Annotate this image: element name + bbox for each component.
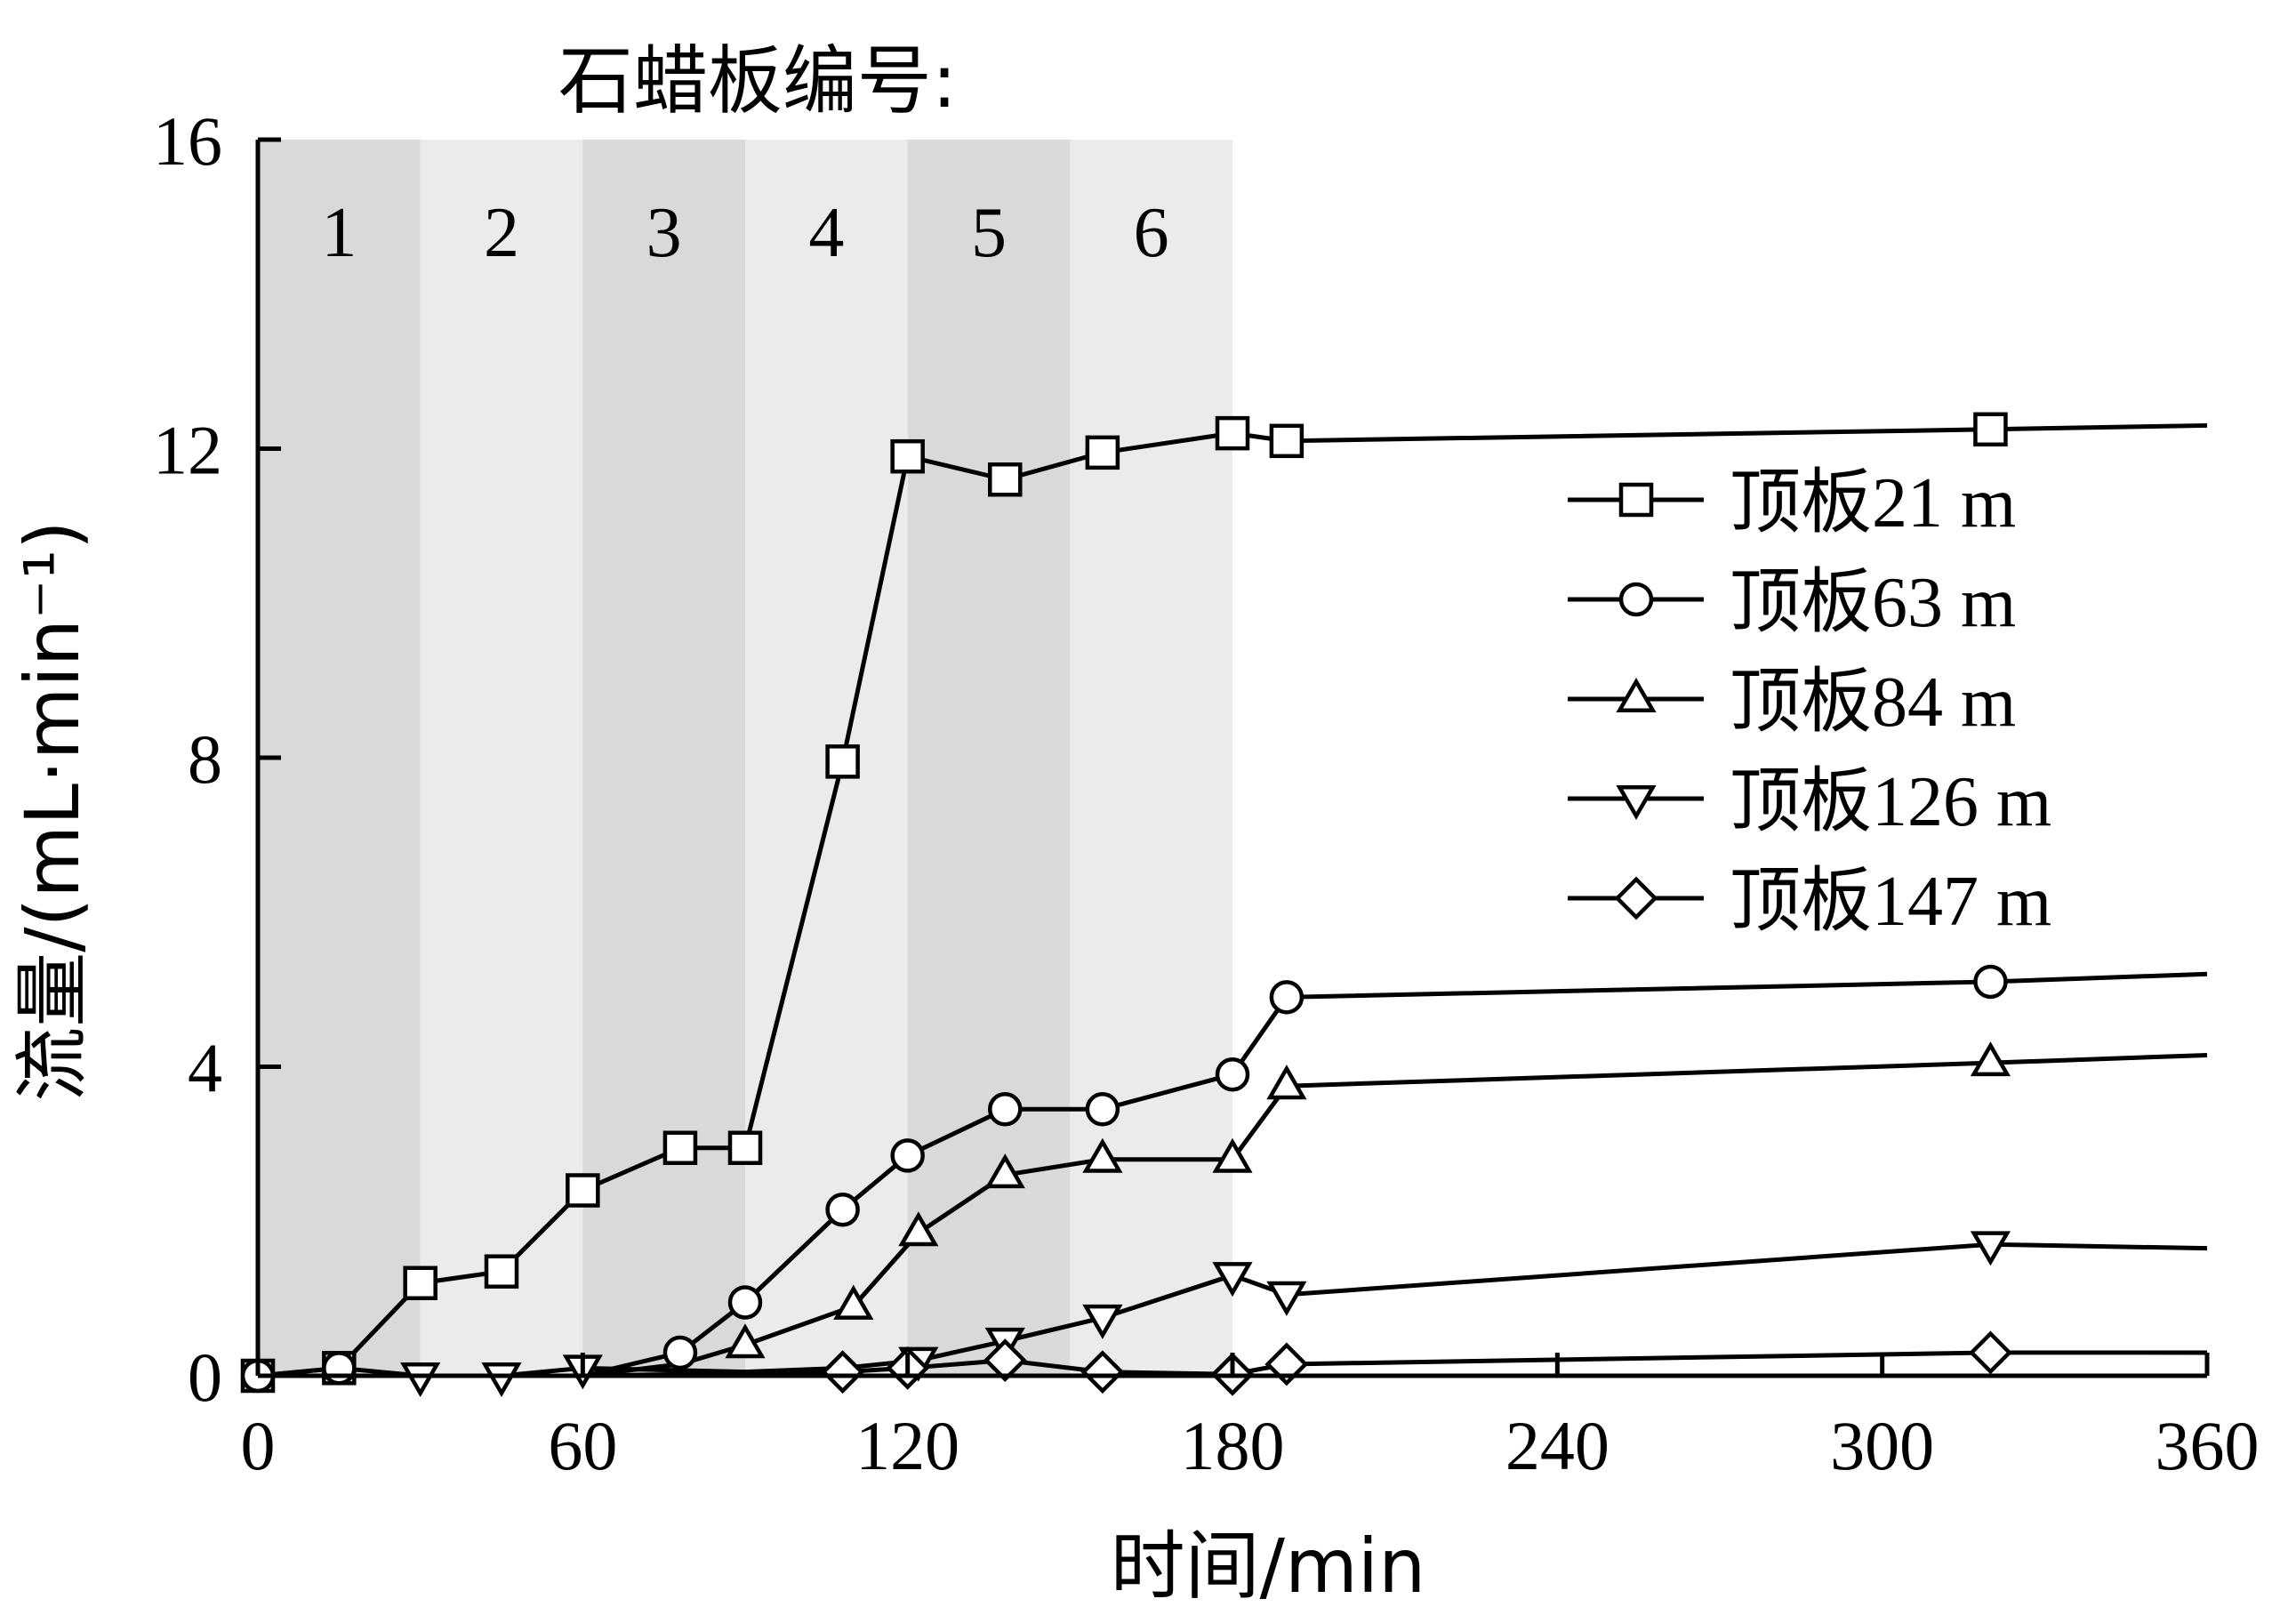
series-1-point-10 (988, 462, 1023, 497)
legend-marker-4 (1616, 785, 1657, 821)
y-tick-label-12: 12 (153, 412, 222, 489)
series-3-point-7 (1266, 1065, 1307, 1100)
series-1-point-4 (484, 1254, 519, 1289)
x-tick-label-0: 0 (241, 1407, 276, 1484)
plate-bands (258, 140, 1232, 1376)
y-tick-label-8: 8 (188, 720, 222, 798)
series-4-point-7 (1212, 1262, 1253, 1298)
plate-labels: 1 2 3 4 5 6 (321, 194, 1168, 272)
plate-band-5 (907, 140, 1071, 1376)
legend-marker-5 (1614, 876, 1658, 920)
legend-label-1: 顶板21 m (1730, 461, 2016, 543)
series-4-point-8 (1266, 1281, 1307, 1316)
x-tick-label-120: 120 (855, 1407, 959, 1484)
axes (255, 137, 2210, 1378)
series-3-point-5 (1082, 1137, 1123, 1173)
plate-band-6 (1070, 140, 1232, 1376)
series-2-point-9 (1215, 1057, 1250, 1092)
legend-label-3: 顶板84 m (1730, 660, 2016, 743)
series-1-point-12 (1215, 415, 1250, 451)
series-markers (240, 412, 2012, 1398)
series-2-point-7 (988, 1092, 1023, 1127)
x-tick-label-300: 300 (1830, 1407, 1934, 1484)
legend: 顶板21 m 顶板63 m 顶板84 m 顶板126 m 顶板147 m (1568, 461, 2051, 942)
y-tick-label-16: 16 (153, 102, 222, 180)
x-tick-label-180: 180 (1181, 1407, 1285, 1484)
y-tick-label-4: 4 (188, 1030, 222, 1107)
series-1-point-8 (825, 744, 860, 779)
series-5-point-3 (983, 1338, 1027, 1383)
series-4-point-2 (481, 1362, 522, 1398)
plate-label-4: 4 (808, 194, 844, 272)
series-5-point-7 (1969, 1330, 2012, 1375)
series-4-point-6 (1082, 1304, 1123, 1339)
series-3-point-1 (725, 1323, 766, 1359)
series-4-point-1 (400, 1362, 441, 1398)
series-1-point-5 (566, 1173, 600, 1208)
series-1-point-6 (662, 1130, 698, 1165)
series-2-point-11 (1973, 964, 2008, 1000)
plate-title: 石蜡板编号: (558, 37, 957, 125)
series-2-point-3 (662, 1335, 698, 1370)
x-tick-label-60: 60 (548, 1407, 617, 1484)
series-3-point-4 (984, 1153, 1025, 1189)
plate-label-6: 6 (1134, 194, 1169, 272)
series-2-point-10 (1269, 980, 1305, 1015)
plate-band-3 (582, 140, 745, 1376)
legend-label-4: 顶板126 m (1730, 759, 2051, 842)
series-1-point-13 (1269, 423, 1305, 459)
plate-label-5: 5 (971, 194, 1007, 272)
legend-marker-3 (1616, 677, 1657, 712)
series-2-point-6 (890, 1138, 925, 1173)
y-tick-label-0: 0 (188, 1338, 222, 1416)
series-5-point-4 (1080, 1350, 1125, 1394)
legend-marker-1 (1618, 482, 1654, 518)
plate-band-1 (258, 140, 421, 1376)
y-axis-title: 流量/(mL·min⁻¹) (9, 520, 96, 1102)
series-2-point-8 (1085, 1092, 1120, 1127)
plate-label-3: 3 (646, 194, 682, 272)
x-tick-label-240: 240 (1505, 1407, 1610, 1484)
legend-label-5: 顶板147 m (1730, 859, 2051, 942)
series-3-point-2 (833, 1284, 874, 1320)
x-tick-label-360: 360 (2156, 1407, 2260, 1484)
series-1-point-14 (1973, 412, 2008, 447)
series-3-point-6 (1212, 1137, 1253, 1173)
series-2-point-5 (825, 1192, 860, 1227)
series-1-point-9 (890, 438, 925, 474)
series-2-point-2 (322, 1351, 357, 1386)
plate-band-2 (420, 140, 583, 1376)
series-3-point-8 (1970, 1041, 2011, 1077)
series-1-point-3 (403, 1266, 438, 1300)
legend-marker-2 (1618, 582, 1654, 617)
series-4-point-9 (1970, 1231, 2011, 1266)
series-2-point-4 (727, 1285, 763, 1320)
legend-label-2: 顶板63 m (1730, 560, 2016, 643)
series-3-point-3 (898, 1211, 939, 1247)
plate-label-1: 1 (321, 194, 357, 272)
series-1-point-7 (727, 1130, 763, 1165)
series-1-point-11 (1085, 435, 1120, 470)
x-axis-title: 时间/min (1111, 1523, 1426, 1607)
plate-label-2: 2 (484, 194, 519, 272)
series-5-point-1 (821, 1350, 865, 1394)
